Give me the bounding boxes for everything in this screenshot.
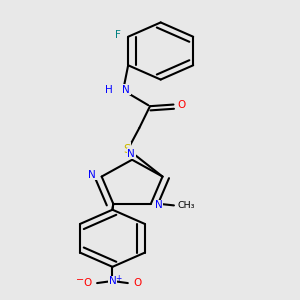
Text: S: S: [123, 143, 130, 156]
Text: O: O: [133, 278, 141, 288]
Text: CH₃: CH₃: [178, 201, 196, 210]
Text: O: O: [84, 278, 92, 288]
Text: N: N: [155, 200, 162, 210]
Text: N: N: [88, 170, 96, 180]
Text: H: H: [105, 85, 112, 95]
Text: +: +: [115, 274, 122, 283]
Text: N: N: [128, 149, 135, 159]
Text: O: O: [177, 100, 185, 110]
Text: N: N: [109, 277, 116, 286]
Text: −: −: [76, 275, 85, 285]
Text: N: N: [122, 85, 130, 95]
Text: F: F: [115, 30, 120, 40]
